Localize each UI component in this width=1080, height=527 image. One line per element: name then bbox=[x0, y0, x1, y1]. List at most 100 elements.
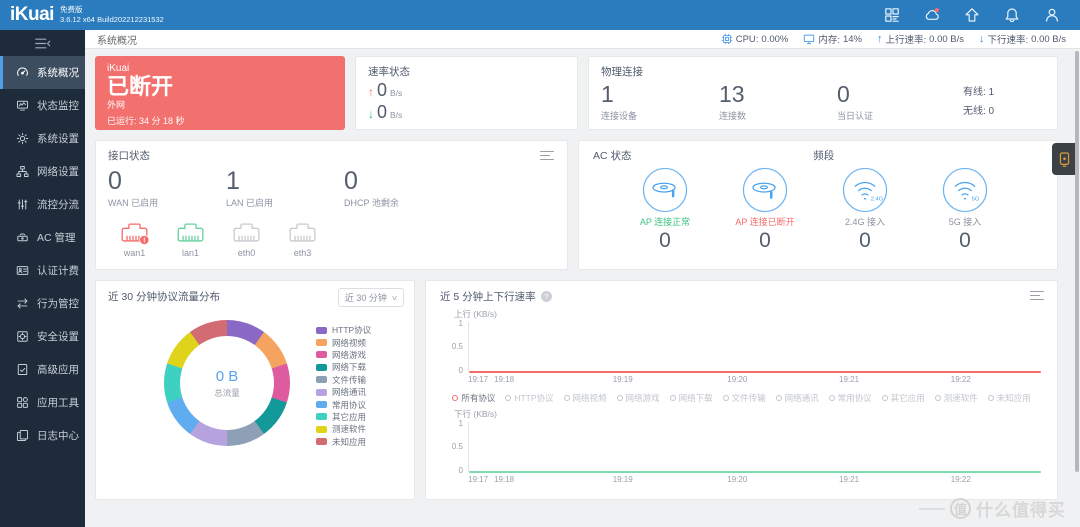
user-icon[interactable] bbox=[1044, 7, 1060, 23]
sidebar-item-flow-control[interactable]: 流控分流 bbox=[0, 188, 85, 221]
access-point-icon bbox=[17, 233, 28, 242]
wan-status-text: 已断开 bbox=[107, 74, 174, 99]
legend-item[interactable]: 所有协议 bbox=[452, 392, 495, 404]
download-plot-area bbox=[468, 422, 1041, 473]
cloud-icon[interactable] bbox=[924, 7, 940, 23]
ac-item-label: 5G 接入 bbox=[948, 217, 982, 227]
sidebar-item-security-settings[interactable]: 安全设置 bbox=[0, 320, 85, 353]
sidebar-item-system-settings[interactable]: 系统设置 bbox=[0, 122, 85, 155]
metric-auth-today: 0 当日认证 bbox=[837, 81, 955, 122]
arrow-down-icon: ↓ bbox=[979, 33, 985, 45]
sidebar-item-label: 系统设置 bbox=[37, 133, 79, 145]
upload-series-line bbox=[469, 371, 1041, 373]
watermark-line bbox=[919, 507, 945, 510]
legend-item[interactable]: 文件传输 bbox=[722, 392, 766, 404]
download-rate-value: 0 bbox=[377, 101, 388, 122]
metric-label: WAN 已启用 bbox=[108, 198, 159, 208]
legend-item[interactable]: HTTP协议 bbox=[316, 324, 371, 336]
legend-item[interactable]: 网络视频 bbox=[316, 336, 371, 348]
app-logo: iKuai bbox=[10, 4, 54, 25]
metric-label: DHCP 池剩余 bbox=[344, 198, 399, 208]
sidebar-item-status-monitor[interactable]: 状态监控 bbox=[0, 89, 85, 122]
x-axis-labels: 19:17 19:18 19:19 19:20 19:21 19:22 bbox=[468, 375, 971, 384]
time-range-value: 近 30 分钟 bbox=[344, 293, 387, 303]
ac-item-ap-normal: AP 连接正常 0 bbox=[615, 167, 715, 253]
bell-icon[interactable] bbox=[1004, 7, 1020, 23]
side-feedback-widget[interactable] bbox=[1052, 143, 1076, 175]
stat-label: 上行速率: bbox=[885, 35, 927, 46]
sidebar: 系统概况 状态监控 系统设置 网络设置 流控分流 AC 管理 认证计费 行为管 bbox=[0, 30, 85, 527]
port-lan1[interactable]: lan1 bbox=[174, 219, 207, 258]
legend-swatch bbox=[316, 351, 327, 359]
app-grid-icon[interactable] bbox=[884, 7, 900, 23]
upgrade-icon[interactable] bbox=[964, 7, 980, 23]
memory-icon bbox=[804, 34, 815, 45]
arrow-up-icon: ↑ bbox=[368, 85, 374, 99]
copy-pages-icon bbox=[16, 429, 29, 442]
ac-item-label: 2.4G 接入 bbox=[844, 217, 885, 227]
sidebar-item-auth-billing[interactable]: 认证计费 bbox=[0, 254, 85, 287]
sidebar-item-label: 高级应用 bbox=[37, 364, 79, 376]
legend-item[interactable]: 网络游戏 bbox=[316, 349, 371, 361]
sidebar-item-behavior-control[interactable]: 行为管控 bbox=[0, 287, 85, 320]
stat-memory: 内存: 14% bbox=[803, 32, 862, 46]
legend-item[interactable]: 其它应用 bbox=[316, 411, 371, 423]
port-eth3[interactable]: eth3 bbox=[286, 219, 319, 258]
sidebar-item-label: 日志中心 bbox=[37, 430, 79, 442]
port-eth0[interactable]: eth0 bbox=[230, 219, 263, 258]
legend-item[interactable]: 网络视频 bbox=[563, 392, 607, 404]
upload-axis-label: 上行 (KB/s) bbox=[454, 309, 497, 319]
physical-metrics: 1 连接设备 13 连接数 0 当日认证 有线: 1 无线: 0 bbox=[601, 81, 1045, 122]
overview-row-3: 近 30 分钟协议流量分布 近 30 分钟 ∨ 0 B 总流量 HTTP协议 网… bbox=[95, 280, 1058, 500]
legend-item[interactable]: 文件传输 bbox=[316, 374, 371, 386]
legend-item[interactable]: 其它应用 bbox=[881, 392, 925, 404]
legend-item[interactable]: 网络游戏 bbox=[616, 392, 660, 404]
legend-dot bbox=[563, 395, 570, 401]
x-axis-labels: 19:17 19:18 19:19 19:20 19:21 19:22 bbox=[468, 475, 971, 484]
network-icon bbox=[16, 165, 29, 178]
rate-chart-legend: 所有协议 HTTP协议 网络视频 网络游戏 网络下载 文件传输 网络通讯 常用协… bbox=[440, 392, 1043, 404]
sidebar-item-system-overview[interactable]: 系统概况 bbox=[0, 56, 85, 89]
sidebar-item-label: AC 管理 bbox=[37, 232, 76, 244]
legend-item[interactable]: 未知应用 bbox=[316, 436, 371, 448]
time-range-select[interactable]: 近 30 分钟 ∨ bbox=[337, 288, 404, 307]
physical-connections-card: 物理连接 1 连接设备 13 连接数 0 当日认证 有线: 1 无线: 0 bbox=[588, 56, 1058, 130]
card-menu-icon[interactable] bbox=[540, 151, 554, 162]
card-menu-icon[interactable] bbox=[1030, 291, 1044, 302]
wired-wireless-summary: 有线: 1 无线: 0 bbox=[963, 83, 994, 122]
legend-item[interactable]: 网络通讯 bbox=[316, 386, 371, 398]
sidebar-item-network-settings[interactable]: 网络设置 bbox=[0, 155, 85, 188]
metric-value: 0 bbox=[108, 167, 122, 195]
legend-item[interactable]: 网络下载 bbox=[669, 392, 713, 404]
svg-text:!: ! bbox=[143, 238, 145, 245]
scrollbar-thumb[interactable] bbox=[1075, 51, 1079, 472]
breadcrumb: 系统概况 bbox=[97, 35, 137, 47]
legend-item[interactable]: 测速软件 bbox=[316, 423, 371, 435]
help-icon[interactable]: ? bbox=[540, 291, 552, 302]
stat-label: CPU: bbox=[735, 33, 759, 45]
sidebar-collapse-button[interactable] bbox=[0, 30, 85, 56]
top-bar: iKuai 免费版 3.6.12 x64 Build202212231532 bbox=[0, 0, 1080, 30]
sidebar-item-log-center[interactable]: 日志中心 bbox=[0, 419, 85, 452]
wan-status-card[interactable]: iKuai 已断开 外网 已运行: 34 分 18 秒 bbox=[95, 56, 345, 130]
sidebar-item-advanced-apps[interactable]: 高级应用 bbox=[0, 353, 85, 386]
protocol-donut: 0 B 总流量 bbox=[164, 320, 290, 446]
legend-item[interactable]: 网络下载 bbox=[316, 361, 371, 373]
rate-chart-title-row: 近 5 分钟上下行速率 ? bbox=[440, 289, 1043, 304]
wifi-2-4g-icon: 2.4G bbox=[842, 167, 888, 213]
upload-rate-unit: B/s bbox=[390, 88, 403, 98]
arrow-down-icon: ↓ bbox=[368, 106, 374, 121]
legend-item[interactable]: 测速软件 bbox=[934, 392, 978, 404]
metric-dhcp-remaining: 0 DHCP 池剩余 bbox=[344, 166, 462, 209]
legend-item[interactable]: HTTP协议 bbox=[505, 392, 554, 404]
sidebar-item-ac-management[interactable]: AC 管理 bbox=[0, 221, 85, 254]
legend-dot bbox=[828, 395, 835, 401]
legend-item[interactable]: 网络通讯 bbox=[775, 392, 819, 404]
legend-item[interactable]: 常用协议 bbox=[316, 398, 371, 410]
legend-swatch bbox=[316, 388, 327, 396]
legend-item[interactable]: 常用协议 bbox=[828, 392, 872, 404]
ac-item-value: 0 bbox=[859, 229, 871, 252]
sidebar-item-app-tools[interactable]: 应用工具 bbox=[0, 386, 85, 419]
legend-item[interactable]: 未知应用 bbox=[987, 392, 1031, 404]
port-wan1[interactable]: ! wan1 bbox=[118, 219, 151, 258]
